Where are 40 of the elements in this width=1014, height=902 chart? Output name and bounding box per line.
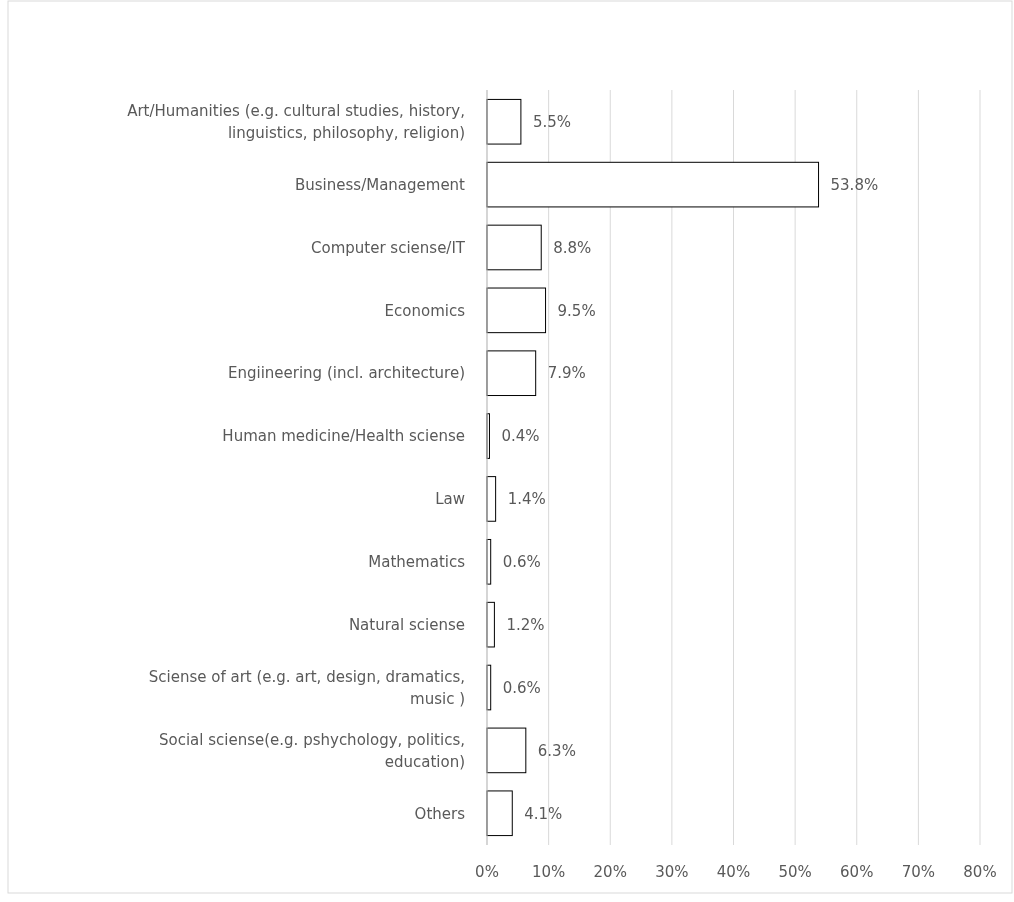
bar [486,161,820,208]
x-tick-label: 40% [716,863,751,881]
y-tick-label: Law [435,490,465,509]
bar [486,98,522,145]
x-tick-label: 80% [963,863,997,881]
y-tick-label: Others [414,804,466,823]
bar [486,790,513,837]
bar [486,224,542,271]
y-tick-label: Natural sciense [348,615,465,634]
bar [486,287,547,334]
x-tick-label: 20% [593,863,627,881]
data-label: 5.5% [532,113,571,131]
data-label: 6.3% [537,741,576,760]
x-tick-label: 60% [840,863,874,881]
y-tick-label: Business/Management [294,175,466,194]
data-label: 1.2% [506,615,545,634]
y-tick-label: Computer sciense/IT [311,238,466,257]
y-tick-label: Art/Humanities (e.g. cultural studies, history, linguistics, philosophy, religion) [127,102,465,142]
data-label: 4.1% [524,804,563,823]
bar [486,727,527,774]
x-tick-label: 10% [531,863,566,881]
y-tick-label: Economics [384,301,466,320]
data-label: 0.6% [502,553,541,572]
data-label: 1.4% [507,490,546,509]
data-label: 53.8% [830,175,879,194]
data-label: 9.5% [557,301,596,320]
x-tick-label: 30% [655,863,689,881]
data-label: 0.6% [502,678,541,697]
y-tick-label: Engiineering (incl. architecture) [227,364,465,383]
data-label: 0.4% [501,427,540,446]
y-tick-label: Mathematics [368,553,466,572]
y-tick-label: Human medicine/Health sciense [222,427,465,446]
x-tick-label: 70% [901,863,936,881]
x-tick-label: 50% [778,863,812,881]
data-label: 8.8% [553,238,592,257]
data-label: 7.9% [547,364,586,383]
y-tick-label: Social sciense(e.g. pshychology, politics, education) [159,730,465,771]
y-tick-label: Sciense of art (e.g. art, design, dramatics, music ) [148,667,465,708]
x-tick-label: 0% [475,863,499,881]
bar [486,350,537,397]
